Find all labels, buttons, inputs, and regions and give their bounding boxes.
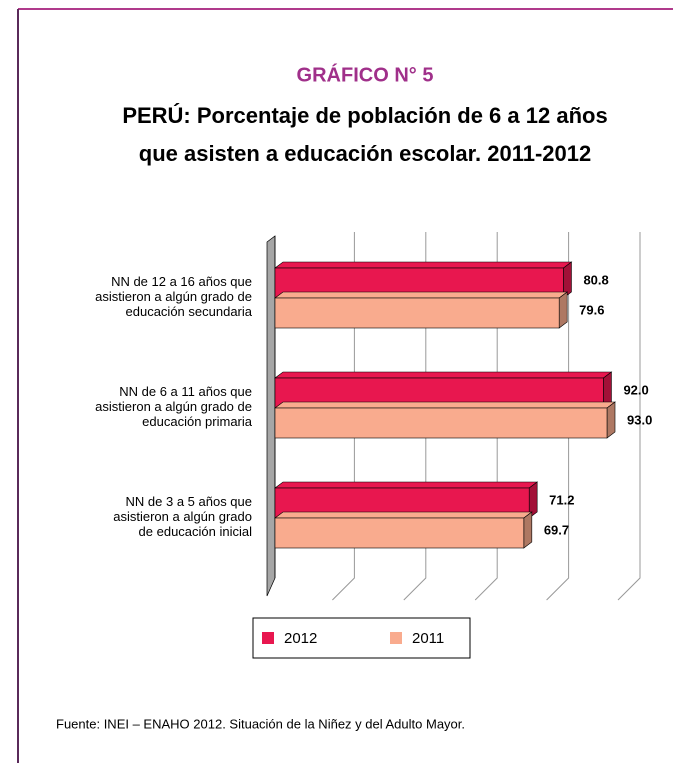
legend-swatch xyxy=(262,632,274,644)
legend-label: 2011 xyxy=(412,630,444,647)
bar xyxy=(274,291,569,329)
grid-line xyxy=(403,232,427,601)
grid-line xyxy=(474,232,498,601)
chart-heading: GRÁFICO N° 5 xyxy=(297,63,434,86)
value-label: 71.2 xyxy=(549,492,574,507)
bar xyxy=(274,511,533,549)
grid-line xyxy=(332,232,355,601)
bar-top xyxy=(274,261,573,269)
source-note: Fuente: INEI – ENAHO 2012. Situación de … xyxy=(56,716,465,731)
legend-swatch xyxy=(390,632,402,644)
bar-top xyxy=(274,511,533,519)
grid-line xyxy=(617,232,641,601)
wall xyxy=(266,235,276,597)
chart-title: PERÚ: Porcentaje de población de 6 a 12 … xyxy=(122,103,607,128)
value-label: 79.6 xyxy=(579,302,604,317)
bar-front xyxy=(274,297,560,329)
bar-top xyxy=(274,401,616,409)
bar-top xyxy=(274,481,539,489)
bar xyxy=(274,401,616,439)
category-label: NN de 3 a 5 años que asistieron a algún g… xyxy=(113,494,252,539)
legend-box xyxy=(252,617,471,659)
bar-front xyxy=(274,407,608,439)
bar-end xyxy=(523,511,533,549)
category-label: NN de 6 a 11 años que asistieron a algún … xyxy=(95,384,253,429)
bar-front xyxy=(274,517,525,549)
value-label: 92.0 xyxy=(623,382,648,397)
bar-end xyxy=(558,291,568,329)
bar-end xyxy=(606,401,616,439)
bar-top xyxy=(274,371,613,379)
legend-label: 2012 xyxy=(284,630,317,647)
bar-top xyxy=(274,291,569,299)
chart-title: que asisten a educación escolar. 2011-20… xyxy=(139,141,591,166)
value-label: 69.7 xyxy=(544,522,569,537)
category-label: NN de 12 a 16 años que asistieron a algún… xyxy=(95,274,253,319)
value-label: 80.8 xyxy=(583,272,608,287)
grid-line xyxy=(546,232,570,601)
value-label: 93.0 xyxy=(627,412,652,427)
